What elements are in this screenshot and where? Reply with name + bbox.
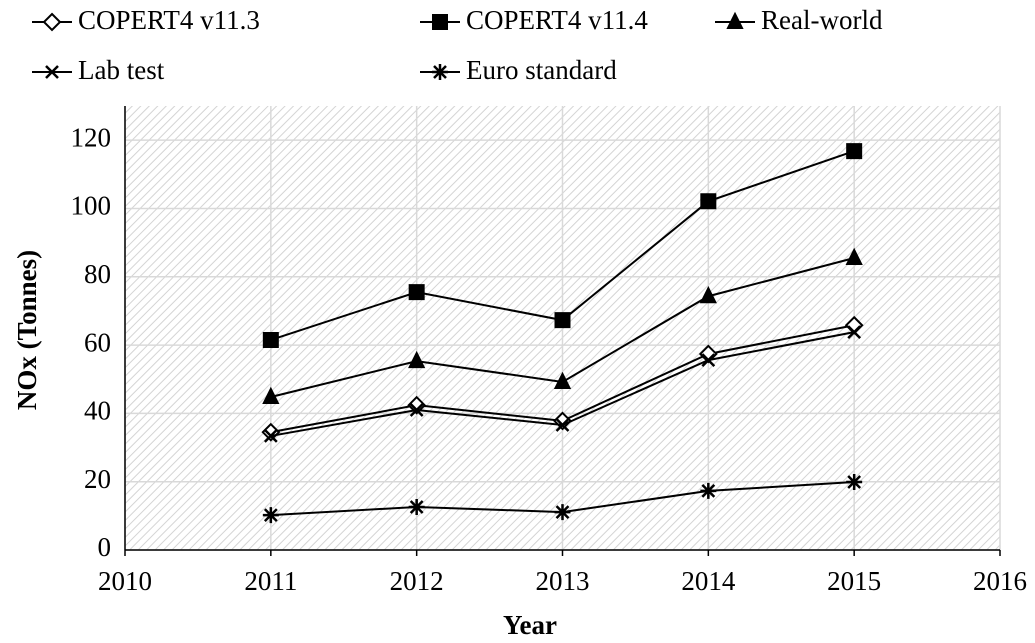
marker	[409, 403, 424, 417]
marker	[408, 350, 426, 369]
marker	[554, 312, 571, 329]
marker	[553, 371, 572, 389]
marker	[263, 429, 278, 443]
legend-label: Lab test	[78, 55, 165, 85]
marker	[407, 395, 427, 415]
marker	[846, 143, 863, 160]
x-tick-label: 2012	[390, 566, 444, 596]
legend-label: Euro standard	[466, 55, 617, 85]
marker	[45, 65, 59, 79]
y-axis-label: NOx (Tonnes)	[12, 250, 42, 410]
marker	[846, 474, 863, 491]
marker	[699, 286, 717, 304]
y-tick-label: 60	[84, 327, 111, 357]
legend-label: Real-world	[761, 5, 883, 35]
marker	[408, 284, 425, 301]
marker	[408, 498, 425, 515]
marker	[262, 386, 280, 404]
y-tick-label: 100	[71, 191, 112, 221]
marker	[555, 418, 570, 432]
x-tick-label: 2016	[973, 566, 1027, 596]
marker	[847, 325, 862, 339]
y-tick-label: 40	[84, 396, 111, 426]
marker	[700, 482, 717, 499]
marker	[700, 193, 717, 210]
x-tick-label: 2013	[536, 566, 590, 596]
y-tick-label: 80	[84, 259, 111, 289]
x-tick-label: 2015	[827, 566, 881, 596]
x-tick-label: 2010	[98, 566, 152, 596]
marker	[554, 504, 571, 521]
y-tick-label: 120	[71, 122, 112, 152]
x-tick-label: 2011	[244, 566, 297, 596]
marker	[726, 11, 744, 29]
marker	[698, 344, 718, 364]
marker	[262, 331, 279, 348]
y-tick-label: 20	[84, 464, 111, 494]
marker	[432, 64, 448, 80]
marker	[262, 507, 279, 524]
marker	[845, 247, 863, 265]
x-tick-label: 2014	[681, 566, 736, 596]
x-axis-label: Year	[503, 610, 557, 640]
y-tick-label: 0	[98, 532, 112, 562]
marker	[42, 12, 62, 32]
marker	[432, 14, 448, 30]
marker	[701, 353, 716, 367]
legend-label: COPERT4 v11.4	[466, 5, 648, 35]
legend-label: COPERT4 v11.3	[78, 5, 260, 35]
